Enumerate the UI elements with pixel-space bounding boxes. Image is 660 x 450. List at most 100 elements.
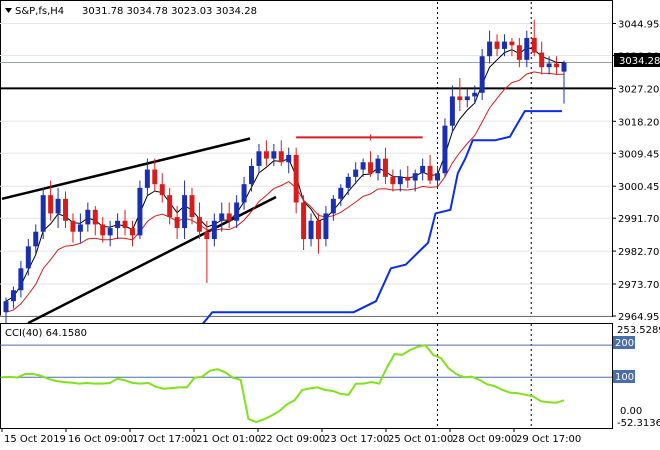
price-tick-label: 2982.70 — [618, 247, 659, 258]
candle-body[interactable] — [33, 231, 39, 247]
candle-body[interactable] — [546, 63, 552, 68]
chevron-down-icon[interactable] — [5, 8, 12, 13]
candle-body[interactable] — [390, 176, 396, 185]
candle-body[interactable] — [263, 151, 269, 159]
candlesticks[interactable] — [3, 19, 567, 324]
price-tick-label: 3044.95 — [618, 19, 659, 30]
candle-body[interactable] — [152, 169, 158, 185]
candle-body[interactable] — [412, 173, 418, 181]
cci-max-label: 253.5289 — [617, 325, 660, 336]
candle-body[interactable] — [293, 154, 299, 203]
candle-body[interactable] — [226, 213, 232, 221]
candle-body[interactable] — [55, 198, 61, 214]
candle-body[interactable] — [301, 202, 307, 240]
candle-body[interactable] — [360, 162, 366, 170]
candle-body[interactable] — [524, 37, 530, 60]
candle-body[interactable] — [368, 162, 374, 174]
time-tick-label: 29 Oct 17:00 — [516, 434, 581, 445]
candle-body[interactable] — [241, 184, 247, 203]
candle-body[interactable] — [464, 96, 470, 101]
candle-body[interactable] — [561, 62, 567, 72]
candle-body[interactable] — [249, 165, 255, 185]
cci-pane[interactable]: CCI(40) 64.1580 — [0, 323, 613, 429]
candle-body[interactable] — [420, 165, 426, 174]
candle-body[interactable] — [219, 213, 225, 221]
cci-label: CCI(40) 64.1580 — [5, 328, 87, 339]
candle-body[interactable] — [278, 151, 284, 163]
candle-body[interactable] — [479, 56, 485, 93]
price-tick-label: 2964.95 — [618, 312, 659, 323]
candle-body[interactable] — [330, 198, 336, 214]
candle-body[interactable] — [382, 158, 388, 177]
candle-body[interactable] — [338, 187, 344, 199]
candle-body[interactable] — [509, 41, 515, 46]
candle-body[interactable] — [92, 209, 98, 225]
candle-body[interactable] — [107, 228, 113, 236]
candle-body[interactable] — [25, 246, 31, 269]
candle-body[interactable] — [129, 228, 135, 236]
current-price-marker: 3034.28 — [614, 53, 660, 67]
candle-body[interactable] — [115, 220, 121, 229]
candle-body[interactable] — [516, 45, 522, 60]
candle-body[interactable] — [353, 169, 359, 177]
candle-body[interactable] — [167, 195, 173, 218]
candle-body[interactable] — [174, 217, 180, 229]
candle-body[interactable] — [308, 220, 314, 240]
price-tick-label: 3018.20 — [618, 117, 659, 128]
candle-body[interactable] — [501, 41, 507, 49]
candle-body[interactable] — [182, 195, 188, 229]
price-tick-label: 3000.45 — [618, 182, 659, 193]
candle-body[interactable] — [85, 209, 91, 225]
fast-moving-average — [5, 46, 564, 302]
candle-body[interactable] — [100, 224, 106, 236]
candle-body[interactable] — [256, 151, 262, 166]
candle-body[interactable] — [70, 220, 76, 232]
candle-body[interactable] — [189, 195, 195, 218]
time-tick-label: 17 Oct 17:00 — [132, 434, 197, 445]
candle-body[interactable] — [315, 220, 321, 240]
candle-body[interactable] — [375, 158, 381, 174]
candle-body[interactable] — [63, 198, 69, 221]
candle-body[interactable] — [144, 169, 150, 188]
candle-body[interactable] — [457, 96, 463, 101]
candle-body[interactable] — [435, 173, 441, 181]
candle-body[interactable] — [137, 187, 143, 236]
candle-body[interactable] — [159, 184, 165, 196]
candle-body[interactable] — [271, 151, 277, 159]
candle-body[interactable] — [10, 290, 16, 302]
candle-body[interactable] — [472, 92, 478, 97]
resistance-line[interactable] — [296, 134, 423, 141]
candle-body[interactable] — [3, 301, 9, 313]
candle-body[interactable] — [18, 268, 24, 291]
cci-axis: 253.5289 200 100 0.00 -52.3136 — [613, 325, 660, 429]
symbol-label: S&P,fs,H4 — [15, 6, 64, 17]
candle-body[interactable] — [539, 52, 545, 68]
time-tick-label: 22 Oct 09:00 — [260, 434, 325, 445]
time-tick-label: 23 Oct 17:00 — [324, 434, 389, 445]
candle-body[interactable] — [442, 125, 448, 174]
candle-body[interactable] — [449, 96, 455, 126]
slow-moving-average — [5, 71, 565, 313]
ohlc-values: 3031.78 3034.78 3023.03 3034.28 — [82, 6, 257, 17]
candle-body[interactable] — [531, 37, 537, 53]
candle-body[interactable] — [494, 41, 500, 49]
candle-body[interactable] — [40, 195, 46, 232]
candle-body[interactable] — [397, 176, 403, 185]
candle-body[interactable] — [234, 202, 240, 221]
candle-body[interactable] — [487, 41, 493, 57]
candle-body[interactable] — [427, 165, 433, 181]
candle-body[interactable] — [554, 63, 560, 68]
candle-body[interactable] — [204, 231, 210, 240]
candle-body[interactable] — [77, 224, 83, 232]
cci-200-box — [613, 336, 635, 349]
candle-body[interactable] — [345, 176, 351, 188]
candle-body[interactable] — [122, 220, 128, 229]
candle-body[interactable] — [48, 195, 54, 214]
main-price-pane[interactable] — [0, 0, 613, 332]
candle-body[interactable] — [211, 220, 217, 240]
candle-body[interactable] — [286, 154, 292, 163]
candle-body[interactable] — [323, 213, 329, 240]
candle-body[interactable] — [196, 217, 202, 232]
candle-body[interactable] — [405, 176, 411, 181]
